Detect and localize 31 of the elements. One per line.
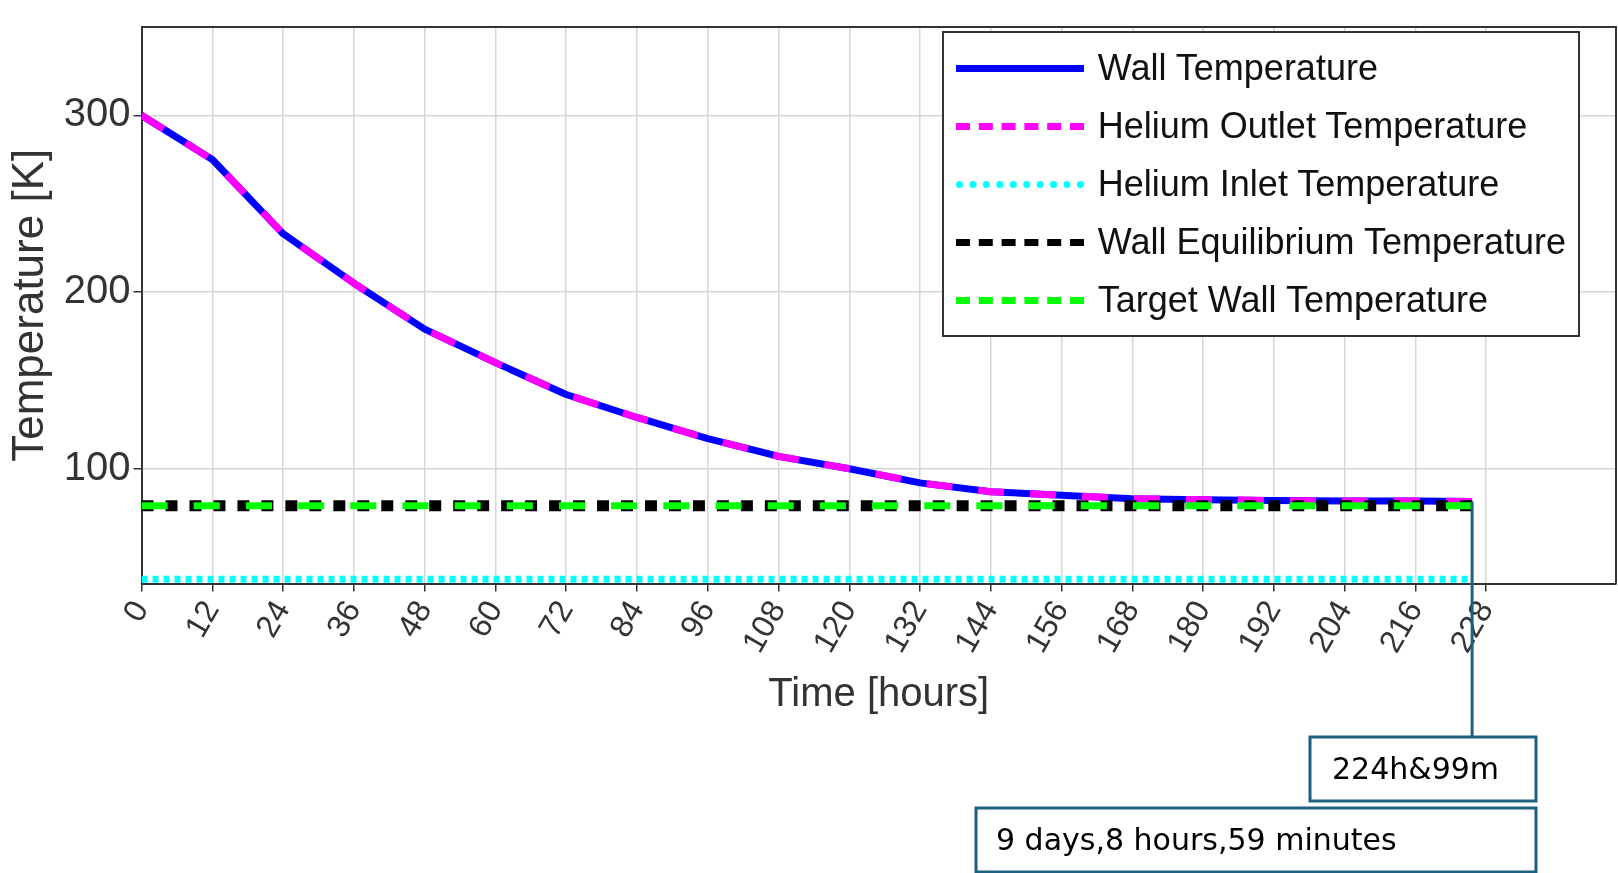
x-tick-label: 168 <box>1088 594 1147 659</box>
x-axis-title: Time [hours] <box>768 670 990 715</box>
legend-label: Helium Inlet Temperature <box>1097 163 1500 205</box>
x-tick-label: 192 <box>1229 594 1288 659</box>
x-tick-label: 216 <box>1371 594 1430 659</box>
x-tick-label: 12 <box>177 594 227 643</box>
x-tick-label: 24 <box>247 594 297 643</box>
x-tick-label: 156 <box>1017 594 1076 659</box>
y-tick-label: 100 <box>63 443 131 488</box>
y-tick-label: 300 <box>63 90 131 135</box>
x-tick-label: 204 <box>1300 594 1359 659</box>
legend-label: Wall Equilibrium Temperature <box>1097 221 1566 263</box>
x-tick-label: 132 <box>875 594 934 659</box>
y-axis-title: Temperature [K] <box>2 148 52 462</box>
x-tick-label: 108 <box>734 594 793 659</box>
x-tick-label: 96 <box>672 594 722 643</box>
x-tick-label: 84 <box>601 594 651 643</box>
text: 9 days,8 hours,59 minutes <box>996 821 1397 857</box>
legend-label: Wall Temperature <box>1097 47 1378 89</box>
annotation: 224h&99m <box>1332 750 1500 786</box>
x-tick-label: 120 <box>805 594 863 659</box>
x-tick-label: 180 <box>1158 594 1217 659</box>
x-tick-label: 144 <box>946 594 1005 659</box>
legend-label: Helium Outlet Temperature <box>1097 105 1528 147</box>
x-tick-label: 36 <box>318 594 368 643</box>
legend-label: Target Wall Temperature <box>1097 279 1488 321</box>
x-tick-label: 72 <box>530 594 580 643</box>
x-tick-label: 0 <box>115 594 156 628</box>
x-tick-label: 48 <box>389 594 439 643</box>
y-tick-label: 200 <box>63 267 131 312</box>
x-tick-label: 60 <box>460 594 510 643</box>
